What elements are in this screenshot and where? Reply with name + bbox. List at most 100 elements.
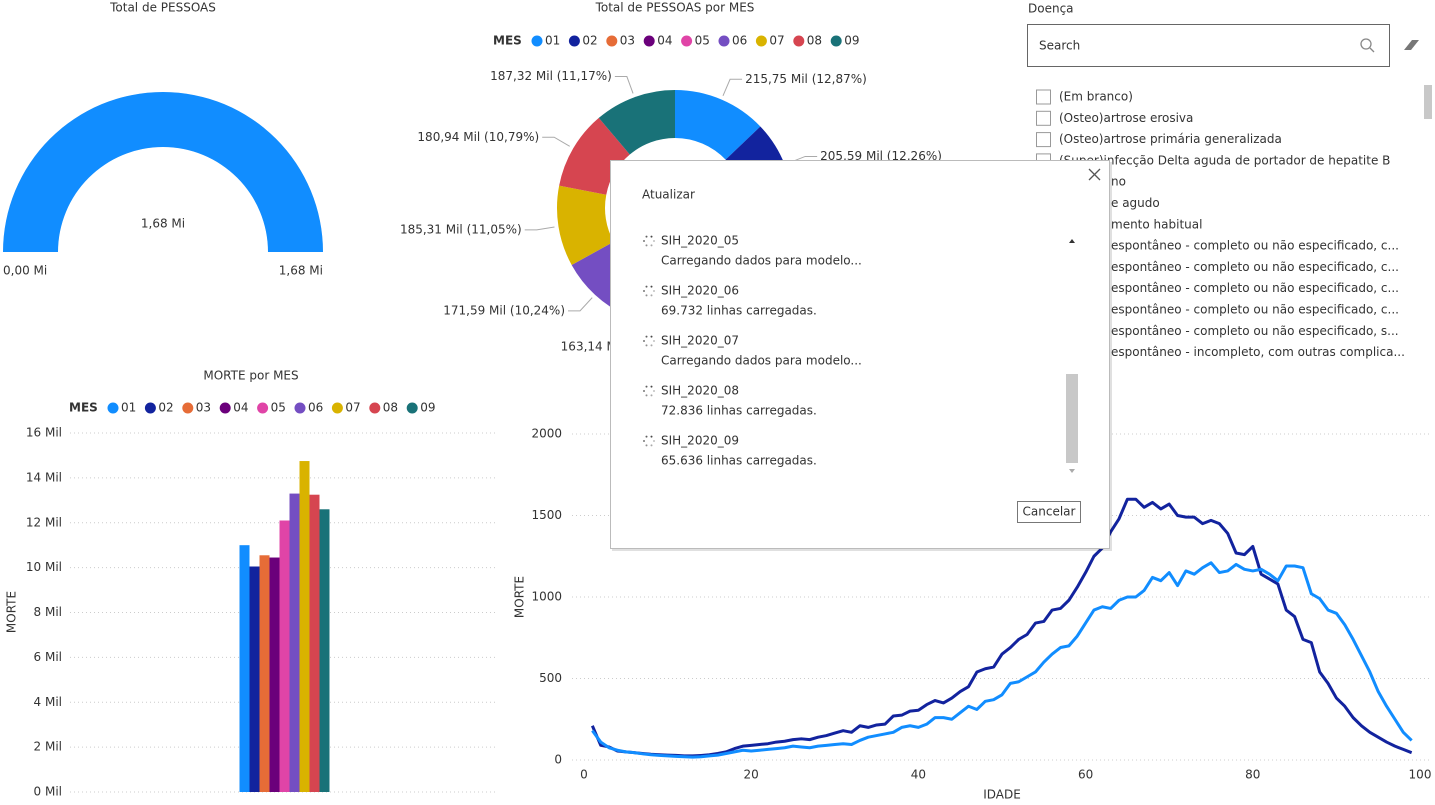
leader-line: [524, 226, 555, 231]
legend-swatch: [830, 35, 842, 47]
y-tick-label: 1000: [531, 590, 562, 604]
legend-label: 09: [420, 401, 435, 415]
legend-title: MES: [493, 34, 522, 48]
search-icon-handle: [1369, 47, 1375, 53]
cancel-label[interactable]: Cancelar: [1023, 505, 1076, 519]
spinner-dot: [645, 294, 648, 297]
legend-swatch: [643, 35, 655, 47]
spinner-dot: [650, 444, 653, 447]
legend-label: 05: [695, 34, 710, 48]
slicer-item[interactable]: espontâneo - completo ou não especificad…: [1111, 324, 1399, 338]
legend-label: 02: [158, 401, 173, 415]
spinner-dot: [650, 435, 653, 438]
y-tick-label: 2 Mil: [34, 740, 62, 754]
load-status: Carregando dados para modelo...: [661, 354, 862, 368]
spinner-dot: [653, 290, 655, 292]
legend-swatch: [568, 35, 580, 47]
dialog: [610, 160, 1110, 549]
line-series: [591, 561, 1413, 759]
x-tick-label: 100: [1409, 768, 1432, 782]
spinner-dot: [645, 335, 648, 338]
table-name: SIH_2020_08: [661, 384, 739, 398]
slicer-item[interactable]: espontâneo - completo ou não especificad…: [1111, 260, 1399, 274]
data-label: 171,59 Mil (10,24%): [443, 303, 565, 317]
spinner-dot: [645, 244, 648, 247]
gauge-min: 0,00 Mi: [3, 264, 47, 278]
y-tick-label: 16 Mil: [26, 426, 62, 440]
legend-swatch: [219, 402, 231, 414]
legend-swatch: [793, 35, 805, 47]
search-box[interactable]: [1027, 24, 1390, 67]
y-tick-label: 6 Mil: [34, 650, 62, 664]
slicer-item[interactable]: espontâneo - incompleto, com outras comp…: [1111, 345, 1405, 359]
legend-swatch: [107, 402, 119, 414]
leader-line: [542, 136, 570, 147]
legend-label: 01: [545, 34, 560, 48]
legend-swatch: [331, 402, 343, 414]
y-tick-label: 0 Mil: [34, 785, 62, 799]
spinner-dot: [645, 394, 648, 397]
spinner-dot: [645, 444, 648, 447]
slicer-title: Doença: [1028, 2, 1074, 16]
slicer-item[interactable]: espontâneo - completo ou não especificad…: [1111, 239, 1399, 253]
gauge-max: 1,68 Mi: [279, 264, 323, 278]
close-button[interactable]: [1088, 168, 1101, 181]
slicer-item[interactable]: e agudo: [1111, 196, 1160, 210]
slicer-item[interactable]: (Osteo)artrose primária generalizada: [1059, 132, 1282, 146]
legend-label: 06: [732, 34, 747, 48]
checkbox[interactable]: [1036, 89, 1051, 105]
leader-line: [614, 76, 634, 94]
y-tick-label: 500: [539, 671, 562, 685]
spinner-dot: [643, 240, 645, 242]
bar: [279, 520, 290, 792]
leader-line: [722, 78, 743, 97]
y-tick-label: 10 Mil: [26, 560, 62, 574]
data-label: 180,94 Mil (10,79%): [417, 130, 539, 144]
spinner-dot: [645, 235, 648, 238]
eraser-icon[interactable]: [1404, 40, 1419, 50]
table-name: SIH_2020_07: [661, 334, 739, 348]
legend-label: 08: [807, 34, 822, 48]
spinner-dot: [643, 340, 645, 342]
legend-swatch: [182, 402, 194, 414]
spinner-dot: [650, 344, 653, 347]
x-tick-label: 60: [1078, 768, 1093, 782]
donut-slice: [557, 185, 614, 265]
slicer-item[interactable]: no: [1111, 175, 1126, 189]
legend-label: 07: [345, 401, 360, 415]
slicer-scrollbar: [1424, 85, 1432, 119]
legend-title: MES: [69, 401, 98, 415]
table-name: SIH_2020_05: [661, 234, 739, 248]
spinner-dot: [653, 390, 655, 392]
legend-label: 08: [383, 401, 398, 415]
scroll-up[interactable]: [1069, 239, 1075, 243]
slicer-item[interactable]: espontâneo - completo ou não especificad…: [1111, 281, 1399, 295]
slicer-item[interactable]: (Super)infecção Delta aguda de portador …: [1059, 153, 1390, 167]
scroll-thumb[interactable]: [1066, 374, 1078, 463]
gauge-fill: [3, 92, 323, 252]
y-tick-label: 12 Mil: [26, 515, 62, 529]
x-tick-label: 20: [744, 768, 759, 782]
spinner-dot: [643, 440, 645, 442]
x-tick-label: 80: [1245, 768, 1260, 782]
slicer-item[interactable]: (Osteo)artrose erosiva: [1059, 111, 1193, 125]
checkbox[interactable]: [1036, 132, 1051, 148]
legend-swatch: [257, 402, 269, 414]
x-tick-label: 0: [580, 768, 588, 782]
x-tick-label: 40: [911, 768, 926, 782]
slicer-item[interactable]: espontâneo - completo ou não especificad…: [1111, 303, 1399, 317]
spinner-dot: [645, 285, 648, 288]
cancel-button[interactable]: [1017, 501, 1081, 523]
spinner-dot: [653, 240, 655, 242]
data-label: 205,59 Mil (12,26%): [820, 149, 942, 163]
spinner-dot: [650, 235, 653, 238]
checkbox[interactable]: [1036, 110, 1051, 126]
donut-slice: [675, 90, 761, 160]
x-axis-title: IDADE: [983, 788, 1021, 802]
spinner-dot: [650, 335, 653, 338]
slicer-item[interactable]: mento habitual: [1111, 217, 1202, 231]
dialog-title: Atualizar: [642, 188, 695, 202]
scroll-down[interactable]: [1069, 469, 1075, 473]
chart-title: Total de PESSOAS: [109, 1, 216, 15]
slicer-item[interactable]: (Em branco): [1059, 90, 1133, 104]
